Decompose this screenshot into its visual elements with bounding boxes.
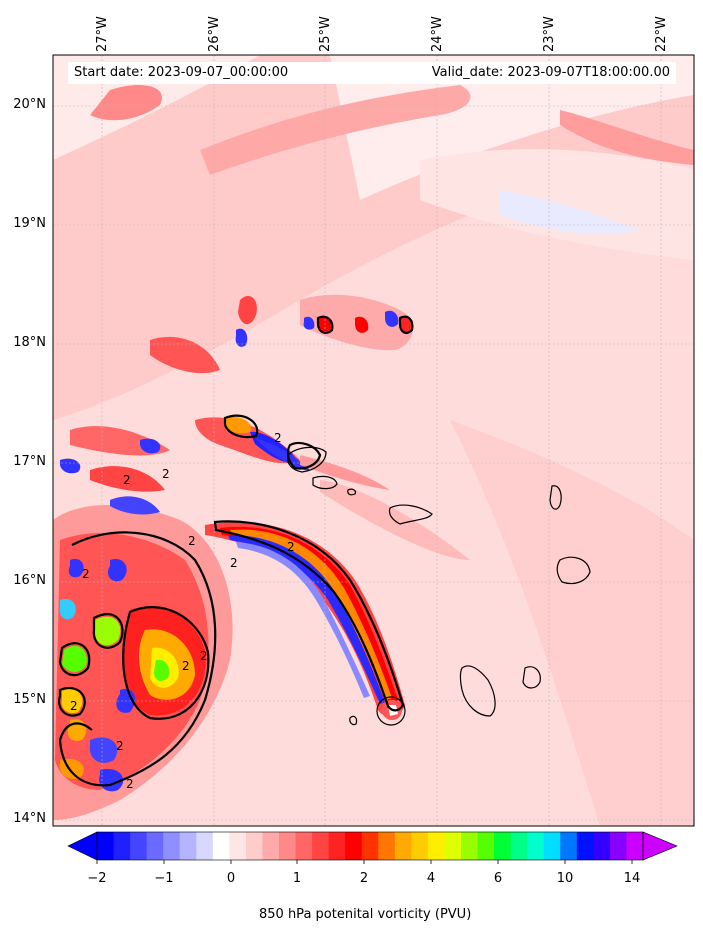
colorbar-swatch (560, 832, 578, 860)
colorbar-swatch (427, 832, 446, 860)
colorbar-border (96, 831, 644, 861)
contour-label: 2 (188, 534, 196, 548)
colorbar-swatch (295, 832, 313, 860)
lon-label: 25°W (318, 16, 333, 52)
lat-label: 14°N (13, 811, 46, 826)
colorbar-extend-min (67, 831, 98, 861)
pv-contour-2 (58, 315, 414, 787)
colorbar-swatch (212, 832, 230, 860)
colorbar-swatch (510, 832, 528, 860)
colorbar-swatch (262, 832, 280, 860)
contour-label: 2 (274, 431, 282, 445)
map-border (52, 54, 695, 827)
colorbar-swatch (378, 832, 396, 860)
colorbar-tick-label: 4 (426, 871, 436, 886)
contour-label: 2 (116, 739, 124, 753)
colorbar-tick-label: −1 (154, 871, 174, 886)
contour-label: 2 (182, 659, 190, 673)
colorbar-swatch (245, 832, 264, 860)
colorbar-title: 850 hPa potenital vorticity (PVU) (259, 907, 472, 922)
colorbar-tick-label: 6 (493, 871, 503, 886)
contour-label: 2 (230, 556, 238, 570)
lat-label: 19°N (13, 216, 46, 231)
colorbar-swatch (494, 832, 512, 860)
lat-label: 16°N (13, 573, 46, 588)
colorbar-swatch (279, 832, 297, 860)
colorbar-swatch (593, 832, 611, 860)
contour-label: 2 (126, 777, 134, 791)
contour-labels: 2 2 2 2 2 2 2 2 2 2 2 2 (70, 431, 295, 791)
lat-label: 17°N (13, 454, 46, 469)
info-box: Start date: 2023-09-07_00:00:00 Valid_da… (68, 62, 676, 84)
colorbar-swatch (163, 832, 181, 860)
colorbar-swatch (113, 832, 131, 860)
valid-date-label: Valid_date: 2023-09-07T18:00:00.00 (431, 65, 670, 80)
colorbar-swatch (361, 832, 379, 860)
colorbar-swatch (345, 832, 363, 860)
colorbar-extend-max (642, 831, 678, 861)
lat-label: 20°N (13, 97, 46, 112)
colorbar-swatch (179, 832, 197, 860)
lat-label: 15°N (13, 692, 46, 707)
contour-label: 2 (162, 467, 170, 481)
graticule (53, 55, 694, 826)
lon-label: 23°W (542, 16, 557, 52)
colorbar-tick-label: 10 (556, 871, 574, 886)
colorbar-swatch (461, 832, 479, 860)
coastlines (287, 446, 591, 726)
colorbar-swatch (477, 832, 495, 860)
colorbar-swatch (543, 832, 561, 860)
colorbar-swatch (411, 832, 429, 860)
colorbar-swatch (130, 832, 148, 860)
contour-label: 2 (200, 649, 208, 663)
colorbar-tick-label: 1 (292, 871, 302, 886)
contour-label: 2 (287, 540, 295, 554)
colorbar-swatch (394, 832, 412, 860)
colorbar-swatch (312, 832, 330, 860)
colorbar-tick-label: 0 (226, 871, 236, 886)
colorbar-swatch (609, 832, 628, 860)
colorbar-swatch (626, 832, 644, 860)
lon-label: 24°W (430, 16, 445, 52)
colorbar-swatch (444, 832, 462, 860)
colorbar-swatch (576, 832, 594, 860)
colorbar (67, 831, 678, 864)
colorbar-tick-label: 14 (623, 871, 641, 886)
colorbar-swatch (328, 832, 346, 860)
colorbar-swatch (527, 832, 545, 860)
contour-label: 2 (70, 699, 78, 713)
contour-label: 2 (123, 473, 131, 487)
contour-label: 2 (82, 567, 90, 581)
colorbar-tick-label: 2 (359, 871, 369, 886)
lon-label: 26°W (207, 16, 222, 52)
colorbar-tick-label: −2 (87, 871, 107, 886)
pv-field (53, 55, 694, 826)
lat-label: 18°N (13, 335, 46, 350)
colorbar-swatch (97, 832, 115, 860)
colorbar-swatch (229, 832, 247, 860)
lon-label: 27°W (95, 16, 110, 52)
lon-label: 22°W (654, 16, 669, 52)
colorbar-swatch (146, 832, 164, 860)
start-date-label: Start date: 2023-09-07_00:00:00 (74, 65, 289, 80)
colorbar-swatch (196, 832, 214, 860)
